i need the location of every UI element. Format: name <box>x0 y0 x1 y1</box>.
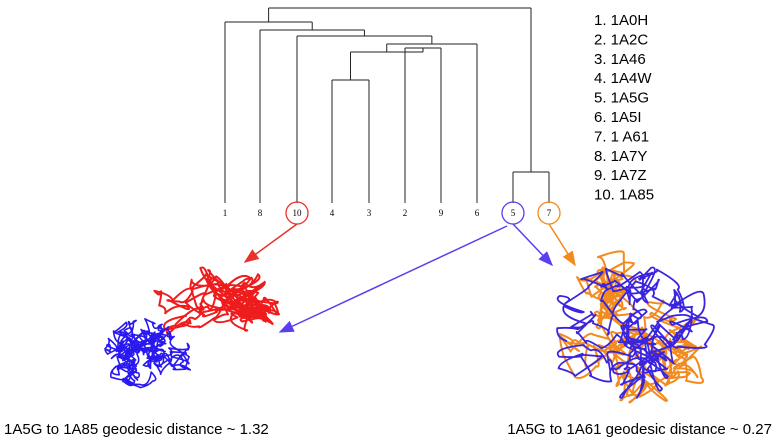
dendrogram <box>224 7 550 203</box>
arrow <box>278 225 508 333</box>
legend-item: 6. 1A5I <box>594 109 642 126</box>
leaf-ring <box>501 201 525 225</box>
leaf-label: 8 <box>258 208 263 218</box>
caption: 1A5G to 1A85 geodesic distance ~ 1.32 <box>4 421 269 438</box>
legend-item: 7. 1 A61 <box>594 128 649 145</box>
leaf-label: 7 <box>547 208 552 218</box>
arrow <box>548 223 576 267</box>
leaf-label: 3 <box>367 208 372 218</box>
leaf-label: 6 <box>475 208 480 218</box>
leaf-label: 2 <box>403 208 408 218</box>
leaf-label: 9 <box>439 208 444 218</box>
legend-item: 9. 1A7Z <box>594 167 647 184</box>
structures <box>104 250 715 404</box>
leaf-label: 10 <box>293 208 303 218</box>
caption: 1A5G to 1A61 geodesic distance ~ 0.27 <box>507 421 772 438</box>
backbone <box>153 266 280 336</box>
legend-item: 8. 1A7Y <box>594 148 647 165</box>
legend-item: 3. 1A46 <box>594 51 646 68</box>
backbone <box>104 318 191 389</box>
leaf-label: 4 <box>330 208 335 218</box>
backbone <box>557 250 705 404</box>
legend-item: 2. 1A2C <box>594 31 648 48</box>
legend-item: 4. 1A4W <box>594 70 652 87</box>
legend-item: 1. 1A0H <box>594 12 648 29</box>
leaf-ring <box>285 201 309 225</box>
leaf-label: 1 <box>223 208 228 218</box>
leaf-ring <box>537 201 561 225</box>
legend-item: 5. 1A5G <box>594 90 649 107</box>
legend-item: 10. 1A85 <box>594 187 654 204</box>
arrow <box>512 223 554 267</box>
backbone <box>556 266 715 399</box>
arrow <box>243 223 298 263</box>
leaf-label: 5 <box>511 208 516 218</box>
